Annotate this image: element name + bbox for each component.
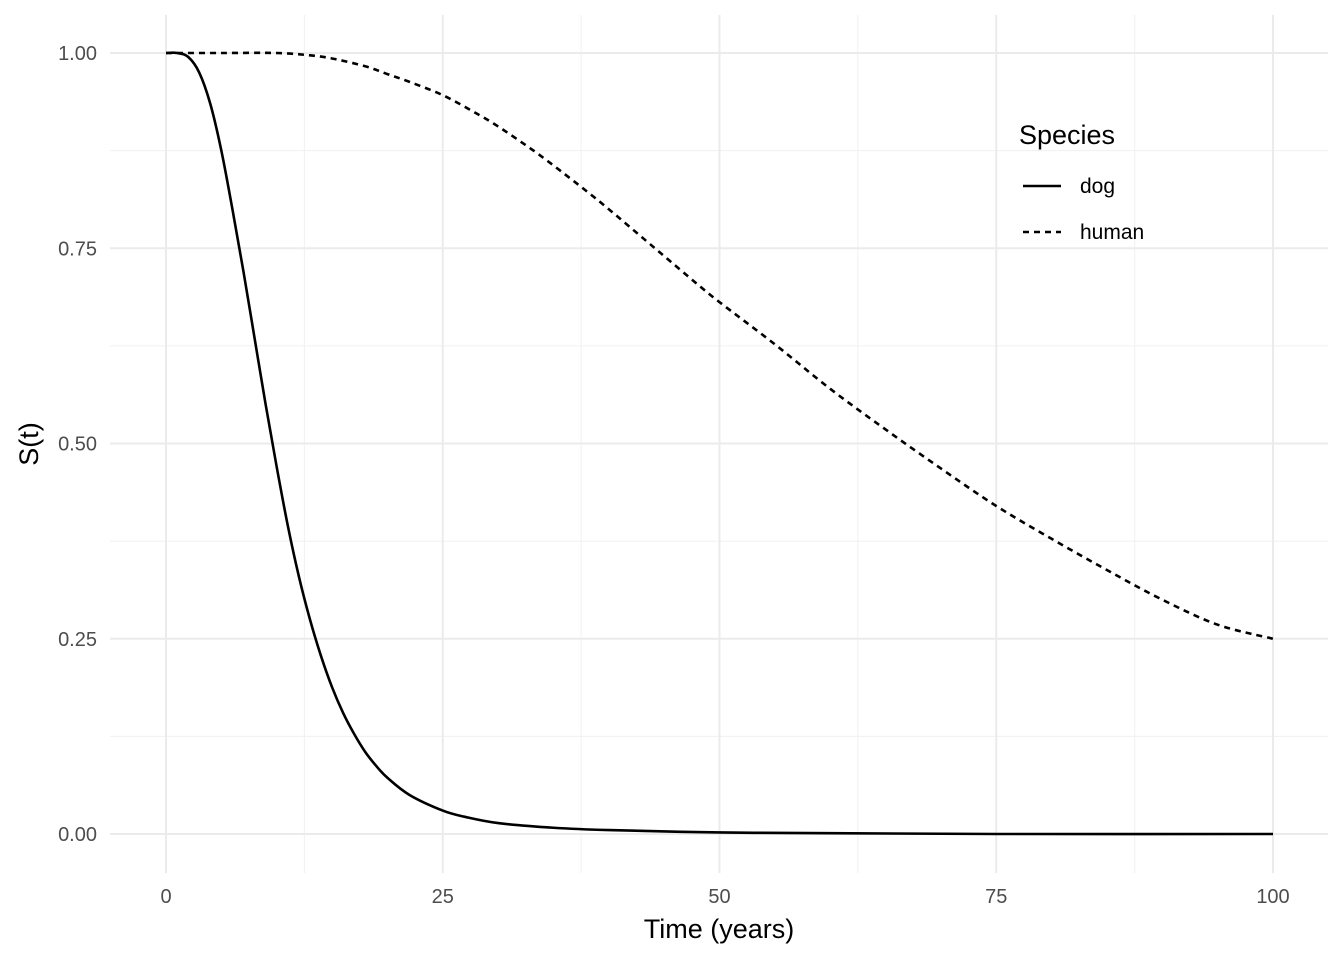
y-axis-ticks: 0.00 0.25 0.50 0.75 1.00 <box>58 43 97 846</box>
x-axis-ticks: 0 25 50 75 100 <box>160 886 1289 908</box>
x-axis-title: Time (years) <box>644 914 795 944</box>
x-tick-label: 25 <box>432 886 454 908</box>
legend-entries: dog human <box>1023 175 1144 244</box>
x-tick-label: 75 <box>985 886 1007 908</box>
series-lines <box>165 51 1274 836</box>
y-tick-label: 0.75 <box>58 238 97 260</box>
legend-label-dog: dog <box>1080 175 1115 198</box>
x-tick-label: 0 <box>160 886 171 908</box>
legend-title: Species <box>1019 120 1115 150</box>
x-tick-label: 50 <box>708 886 730 908</box>
legend-label-human: human <box>1080 221 1144 244</box>
major-gridlines <box>110 15 1328 873</box>
x-tick-label: 100 <box>1256 886 1289 908</box>
series-line-human <box>166 51 1274 641</box>
y-tick-label: 0.00 <box>58 824 97 846</box>
y-axis-title: S(t) <box>14 422 44 466</box>
legend: Species dog human <box>1019 120 1144 244</box>
y-tick-label: 1.00 <box>58 43 97 65</box>
y-tick-label: 0.25 <box>58 629 97 651</box>
y-tick-label: 0.50 <box>58 434 97 456</box>
series-line-dog <box>165 51 1274 836</box>
